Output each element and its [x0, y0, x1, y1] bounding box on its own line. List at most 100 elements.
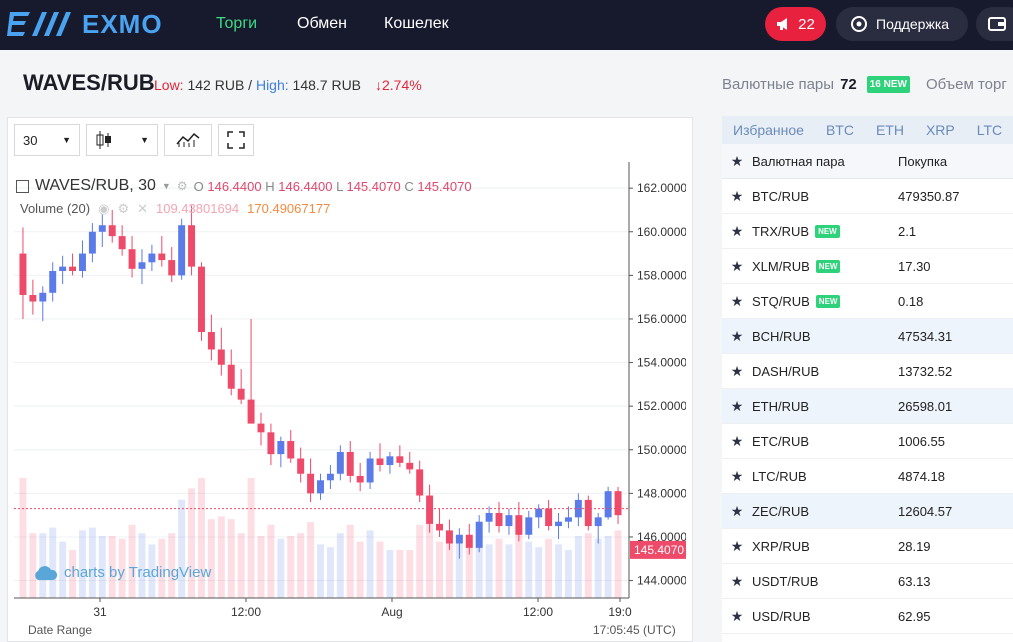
pair-label: XLM/RUB [752, 259, 810, 274]
table-row[interactable]: ★ TRX/RUB NEW 2.1 [722, 214, 1013, 249]
table-row[interactable]: ★ BTC/RUB 479350.87 [722, 179, 1013, 214]
volume-bar [19, 478, 26, 598]
interval-select[interactable]: 30 ▼ [14, 124, 80, 156]
star-icon[interactable]: ★ [722, 503, 752, 520]
table-row[interactable]: ★ STQ/RUB NEW 0.18 [722, 284, 1013, 319]
table-row[interactable]: ★ ETC/RUB 1006.55 [722, 424, 1013, 459]
star-icon[interactable]: ★ [722, 608, 752, 625]
exmo-logo[interactable]: EXMO [6, 8, 163, 40]
table-row[interactable]: ★ XRP/RUB 28.19 [722, 529, 1013, 564]
legend-dropdown-icon[interactable]: ▼ [162, 181, 171, 191]
star-icon[interactable]: ★ [722, 328, 752, 345]
candlestick-chart[interactable]: 162.0000 160.0000 158.0000 156.0000 154.0000… [14, 162, 686, 622]
pairs-info: Валютные пары 72 16 NEW Объем торг [722, 76, 1007, 93]
tradingview-brand[interactable]: charts by TradingView [32, 564, 211, 581]
tab-eth[interactable]: ETH [865, 122, 915, 138]
volume-bar [357, 542, 364, 598]
nav-wallet[interactable]: Кошелек [384, 15, 449, 33]
chart-toolbar: 30 ▼ ▼ [14, 124, 254, 156]
candle-body [129, 249, 136, 269]
column-buy[interactable]: Покупка [898, 154, 1013, 169]
nav-exchange[interactable]: Обмен [297, 15, 347, 33]
candle-body [486, 513, 493, 522]
tab-favorites[interactable]: Избранное [722, 122, 815, 138]
visibility-icon[interactable]: ◉ [98, 201, 109, 217]
table-row[interactable]: ★ XLM/RUB NEW 17.30 [722, 249, 1013, 284]
pair-cell: STQ/RUB NEW [752, 294, 898, 309]
volume-bar [307, 522, 314, 598]
star-icon[interactable]: ★ [722, 188, 752, 205]
close-icon[interactable]: ✕ [137, 201, 148, 217]
table-row[interactable]: ★ DASH/RUB 13732.52 [722, 354, 1013, 389]
star-icon[interactable]: ★ [722, 573, 752, 590]
star-icon[interactable]: ★ [722, 433, 752, 450]
table-row[interactable]: ★ USD/RUB 62.95 [722, 599, 1013, 634]
nav-trading[interactable]: Торги [216, 15, 257, 33]
volume-bar [297, 533, 304, 598]
star-icon[interactable]: ★ [722, 258, 752, 275]
volume-bar [317, 544, 324, 598]
tab-xrp[interactable]: XRP [915, 122, 966, 138]
pair-cell: ZEC/RUB [752, 504, 898, 519]
candle-body [595, 517, 602, 526]
candle-body [466, 535, 473, 548]
chart-type-select[interactable]: ▼ [86, 124, 158, 156]
star-icon[interactable]: ★ [722, 293, 752, 310]
pair-cell: USD/RUB [752, 609, 898, 624]
candle-body [19, 254, 26, 295]
ohlc-c-label: C [404, 179, 413, 194]
table-row[interactable]: ★ USDT/RUB 63.13 [722, 564, 1013, 599]
star-icon[interactable]: ★ [722, 223, 752, 240]
volume-label[interactable]: Объем торг [926, 76, 1007, 93]
pair-label: LTC/RUB [752, 469, 807, 484]
tab-btc[interactable]: BTC [815, 122, 865, 138]
ohlc-o-label: O [194, 179, 204, 194]
interval-value: 30 [23, 133, 37, 148]
tab-ltc[interactable]: LTC [966, 122, 1013, 138]
table-row[interactable]: ★ BCH/RUB 47534.31 [722, 319, 1013, 354]
top-navigation-bar: EXMO Торги Обмен Кошелек 22 Поддержка [0, 0, 1013, 50]
buy-price: 479350.87 [898, 189, 1013, 204]
support-button[interactable]: Поддержка [836, 7, 968, 41]
volume-bar [406, 550, 413, 598]
buy-price: 0.18 [898, 294, 1013, 309]
pair-label: ETH/RUB [752, 399, 809, 414]
volume-bar [436, 542, 443, 598]
pair-label: ZEC/RUB [752, 504, 809, 519]
candle-body [386, 456, 393, 465]
table-row[interactable]: ★ ZEC/RUB 12604.57 [722, 494, 1013, 529]
candle-body [515, 515, 522, 535]
indicators-button[interactable] [164, 124, 212, 156]
support-chat-icon [850, 15, 868, 33]
fullscreen-button[interactable] [218, 124, 254, 156]
star-icon[interactable]: ★ [722, 538, 752, 555]
pair-cell: ETH/RUB [752, 399, 898, 414]
notifications-button[interactable]: 22 [765, 7, 826, 41]
pair-label: ETC/RUB [752, 434, 809, 449]
star-icon[interactable]: ★ [722, 153, 752, 170]
star-icon[interactable]: ★ [722, 398, 752, 415]
column-pair[interactable]: Валютная пара [752, 154, 898, 169]
candle-body [69, 267, 76, 271]
settings-icon[interactable]: ⚙ [117, 201, 129, 217]
volume-bar [535, 547, 542, 598]
date-range-button[interactable]: Date Range [28, 623, 92, 637]
volume-bar [605, 536, 612, 598]
collapse-legend-icon[interactable] [16, 180, 29, 193]
pair-header: WAVES/RUB Low: 142 RUB / High: 148.7 RUB… [0, 50, 1013, 116]
star-icon[interactable]: ★ [722, 363, 752, 380]
pair-label: TRX/RUB [752, 224, 809, 239]
table-row[interactable]: ★ LTC/RUB 4874.18 [722, 459, 1013, 494]
account-button[interactable] [976, 7, 1013, 41]
table-row[interactable]: ★ ETH/RUB 26598.01 [722, 389, 1013, 424]
star-icon[interactable]: ★ [722, 468, 752, 485]
y-tick-label: 156.0000 [637, 312, 686, 326]
pairs-tabs: Избранное BTC ETH XRP LTC [722, 116, 1013, 144]
y-tick-label: 150.0000 [637, 443, 686, 457]
pair-cell: ETC/RUB [752, 434, 898, 449]
pair-label: USDT/RUB [752, 574, 818, 589]
pair-low-high: Low: 142 RUB / High: 148.7 RUB [154, 77, 361, 93]
settings-icon[interactable]: ⚙ [177, 179, 188, 193]
volume-value-2: 170.49067177 [247, 201, 330, 217]
notifications-count: 22 [798, 16, 815, 33]
